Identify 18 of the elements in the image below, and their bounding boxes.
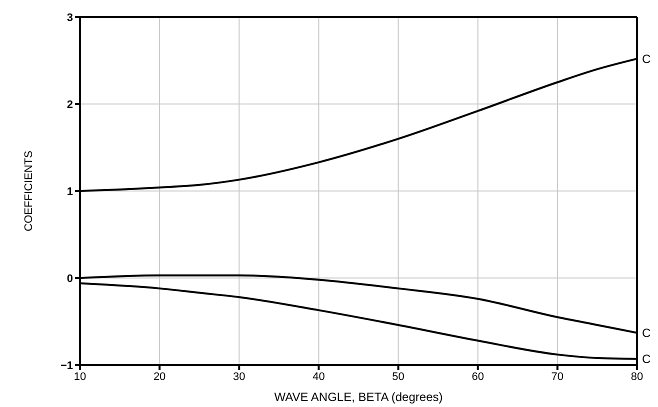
- series-label: C: [642, 326, 651, 340]
- x-tick-label: 50: [392, 370, 404, 383]
- y-tick-label: 3: [66, 12, 73, 24]
- x-tick-label: 20: [153, 370, 166, 383]
- x-tick-label: 70: [551, 370, 564, 383]
- y-axis-title: COEFFICIENTS: [22, 150, 35, 232]
- x-tick-label: 30: [233, 370, 246, 383]
- x-axis-title: WAVE ANGLE, BETA (degrees): [274, 390, 443, 404]
- y-tick-label: −1: [60, 360, 73, 372]
- series-label: C: [642, 352, 651, 366]
- series-label: C: [642, 52, 651, 66]
- x-tick-label: 40: [312, 370, 325, 383]
- x-tick-label: 60: [472, 370, 484, 383]
- y-tick-label: 2: [66, 98, 73, 111]
- y-tick-label: 0: [66, 272, 73, 285]
- x-tick-label: 80: [630, 370, 644, 383]
- x-tick-label: 10: [74, 370, 86, 383]
- y-tick-label: 1: [66, 186, 73, 198]
